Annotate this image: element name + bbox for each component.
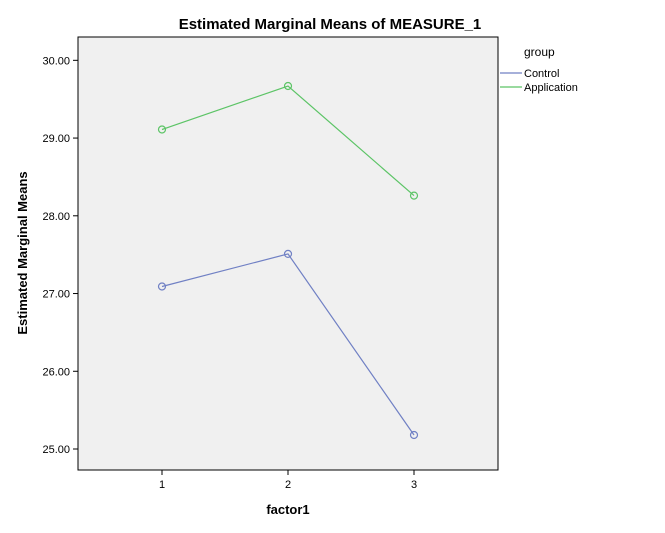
y-tick-label: 29.00 bbox=[42, 133, 70, 145]
x-tick-label: 2 bbox=[285, 479, 291, 491]
data-point-application bbox=[283, 81, 293, 91]
y-tick-label: 30.00 bbox=[42, 55, 70, 67]
legend-label-control: Control bbox=[524, 68, 559, 80]
y-axis-title: Estimated Marginal Means bbox=[15, 171, 30, 334]
x-axis-ticks: 1 2 3 bbox=[159, 470, 417, 491]
y-tick-label: 26.00 bbox=[42, 366, 70, 378]
data-point-application bbox=[409, 191, 419, 200]
series-layer bbox=[157, 81, 419, 440]
y-axis-ticks: 25.00 26.00 27.00 28.00 29.00 30.00 bbox=[42, 55, 78, 456]
data-point-control bbox=[283, 249, 293, 258]
y-tick-label: 27.00 bbox=[42, 289, 70, 301]
series-line-application bbox=[161, 85, 415, 197]
data-point-control bbox=[157, 282, 167, 291]
x-tick-label: 1 bbox=[159, 479, 165, 491]
legend: Control Application bbox=[500, 68, 578, 94]
chart-title: Estimated Marginal Means of MEASURE_1 bbox=[179, 16, 482, 33]
x-axis-title: factor1 bbox=[266, 502, 309, 517]
data-point-application bbox=[157, 125, 167, 134]
x-tick-label: 3 bbox=[411, 479, 417, 491]
y-tick-label: 28.00 bbox=[42, 211, 70, 223]
legend-title: group bbox=[524, 45, 555, 59]
series-line-control bbox=[161, 253, 415, 436]
y-tick-label: 25.00 bbox=[42, 444, 70, 456]
data-point-control bbox=[409, 430, 419, 440]
legend-label-application: Application bbox=[524, 82, 578, 94]
